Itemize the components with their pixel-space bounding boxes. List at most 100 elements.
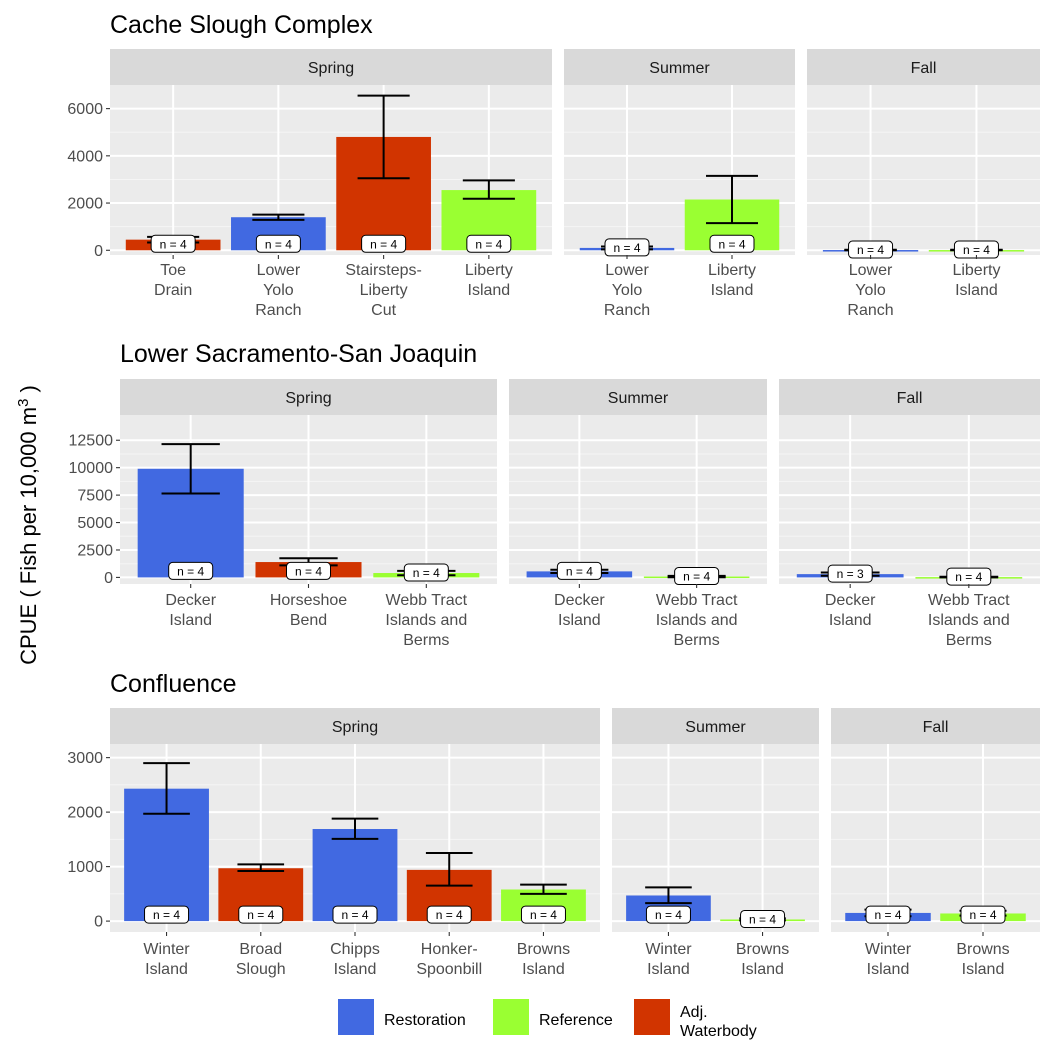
facet-panel: Spring n = 4 Toe Drain n = 4 Lower Yolo Ranch n … [110,49,552,319]
facet-label: Spring [332,719,378,736]
x-tick-label: Decker Island [554,592,605,629]
y-axis-label-close: ) [16,385,41,398]
facet-label: Summer [649,60,710,77]
n-label-box [255,234,301,253]
facet-label: Fall [911,60,937,77]
n-label-box [520,905,566,924]
y-axis-label-main: CPUE ( Fish per 10,000 m [16,407,41,665]
x-tick-label: Stairsteps-Liberty Cut [345,262,421,319]
x-tick-label: Browns Island [736,941,789,978]
n-label-box [238,905,284,924]
legend-swatch [338,999,374,1035]
y-tick-label: 3000 [67,750,103,767]
x-tick-label: Browns Island [517,941,570,978]
y-tick-label: 7500 [77,488,113,505]
y-tick-label: 12500 [69,433,114,450]
x-tick-label: Browns Island [956,941,1009,978]
n-label: n = 4 [566,564,593,578]
x-tick-label: Winter Island [645,941,692,978]
facet-label: Summer [685,719,746,736]
n-label-box [865,905,911,924]
facet-label: Spring [285,390,331,407]
chart-row: 0 2500 5000 7500 10000 12500 Spring n = 4 Decker… [69,379,1040,649]
legend-swatch [634,999,670,1035]
facet-panel: Summer n = 4 Lower Yolo Ranch n = 4 Liberty Isl… [564,49,795,319]
panel-background [779,415,1040,584]
chart-row: 0 1000 2000 3000 Spring n = 4 Winter Island n = … [67,708,1040,978]
chart-title: Confluence [110,670,236,698]
n-label: n = 4 [963,243,990,257]
legend-label: Adj. Waterbody [680,1004,757,1040]
n-label: n = 4 [530,908,557,922]
n-label-box [709,234,755,253]
n-label: n = 4 [655,908,682,922]
y-tick-label: 10000 [69,460,114,477]
n-label: n = 4 [749,912,776,926]
n-label: n = 4 [265,237,292,251]
x-tick-label: Decker Island [165,592,216,629]
n-label-box [168,561,214,580]
legend: Restoration Reference Adj. Waterbody [338,999,757,1040]
chart-title: Lower Sacramento-San Joaquin [120,340,477,368]
y-tick-label: 2500 [77,542,113,559]
n-label: n = 4 [160,237,187,251]
n-label: n = 4 [153,908,180,922]
panel-background [509,415,767,584]
chart-title: Cache Slough Complex [110,11,373,39]
n-label-box [286,561,331,580]
chart-rows: 0 2000 4000 6000 Spring n = 4 Toe Drain n = 4 Low… [67,49,1040,978]
y-tick-label: 0 [94,243,103,260]
y-tick-label: 0 [104,570,113,587]
n-label-box [466,234,512,253]
y-axis-label: CPUE ( Fish per 10,000 m3 ) [15,385,42,665]
y-tick-label: 2000 [67,196,103,213]
x-tick-label: Webb Tract Islands and Berms [385,592,467,649]
x-tick-label: Winter Island [865,941,912,978]
x-tick-label: Chipps Island [330,941,380,978]
y-tick-label: 4000 [67,148,103,165]
y-tick-label: 2000 [67,805,103,822]
facet-label: Fall [923,719,949,736]
facet-strip [807,49,1040,85]
facet-strip [564,49,795,85]
panel-background [807,85,1040,255]
panel-background [831,744,1040,932]
facet-strip [110,49,552,85]
n-label-box [144,905,190,924]
x-tick-label: Liberty Island [708,262,756,299]
n-label-box [150,234,196,253]
facet-strip [110,708,600,744]
n-label: n = 4 [247,908,274,922]
facet-panel: Fall n = 3 Decker Island n = 4 Webb Tract Isla… [779,379,1040,649]
n-label: n = 4 [370,237,397,251]
facet-panel: Spring n = 4 Winter Island n = 4 Broad Slough n… [110,708,600,978]
n-label-box [332,905,378,924]
n-label: n = 4 [683,570,710,584]
y-tick-label: 5000 [77,515,113,532]
n-label-box [361,234,407,253]
y-tick-label: 1000 [67,859,103,876]
facet-strip [509,379,767,415]
x-tick-label: Lower Yolo Ranch [255,262,301,319]
x-tick-label: Liberty Island [465,262,513,299]
facet-strip [612,708,819,744]
n-label: n = 4 [177,564,204,578]
n-label-box [556,561,602,580]
x-tick-label: Webb Tract Islands and Berms [928,592,1010,649]
n-label: n = 4 [969,908,996,922]
x-tick-label: Decker Island [825,592,876,629]
x-tick-label: Broad Slough [236,941,286,978]
facet-label: Spring [308,60,354,77]
n-label: n = 4 [955,570,982,584]
x-tick-label: Liberty Island [952,262,1000,299]
legend-label: Reference [539,1012,613,1029]
x-tick-label: Lower Yolo Ranch [847,262,893,319]
facet-panel: Summer n = 4 Winter Island n = 4 Browns Island [612,708,819,978]
x-tick-label: Horseshoe Bend [270,592,347,629]
y-axis-label-superscript: 3 [15,399,32,407]
n-label: n = 4 [857,243,884,257]
n-label: n = 4 [613,241,640,255]
n-label: n = 4 [874,908,901,922]
n-label: n = 3 [837,567,864,581]
facet-panel: Spring n = 4 Decker Island n = 4 Horseshoe Ben… [120,379,497,649]
